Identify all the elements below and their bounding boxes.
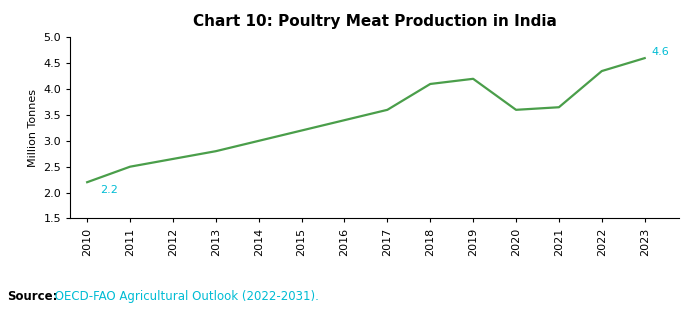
Text: 4.6: 4.6: [651, 46, 669, 56]
Text: OECD-FAO Agricultural Outlook (2022-2031).: OECD-FAO Agricultural Outlook (2022-2031…: [51, 290, 319, 303]
Title: Chart 10: Poultry Meat Production in India: Chart 10: Poultry Meat Production in Ind…: [193, 14, 556, 29]
Y-axis label: Million Tonnes: Million Tonnes: [28, 89, 38, 167]
Text: Source:: Source:: [7, 290, 57, 303]
Text: 2.2: 2.2: [100, 185, 118, 195]
